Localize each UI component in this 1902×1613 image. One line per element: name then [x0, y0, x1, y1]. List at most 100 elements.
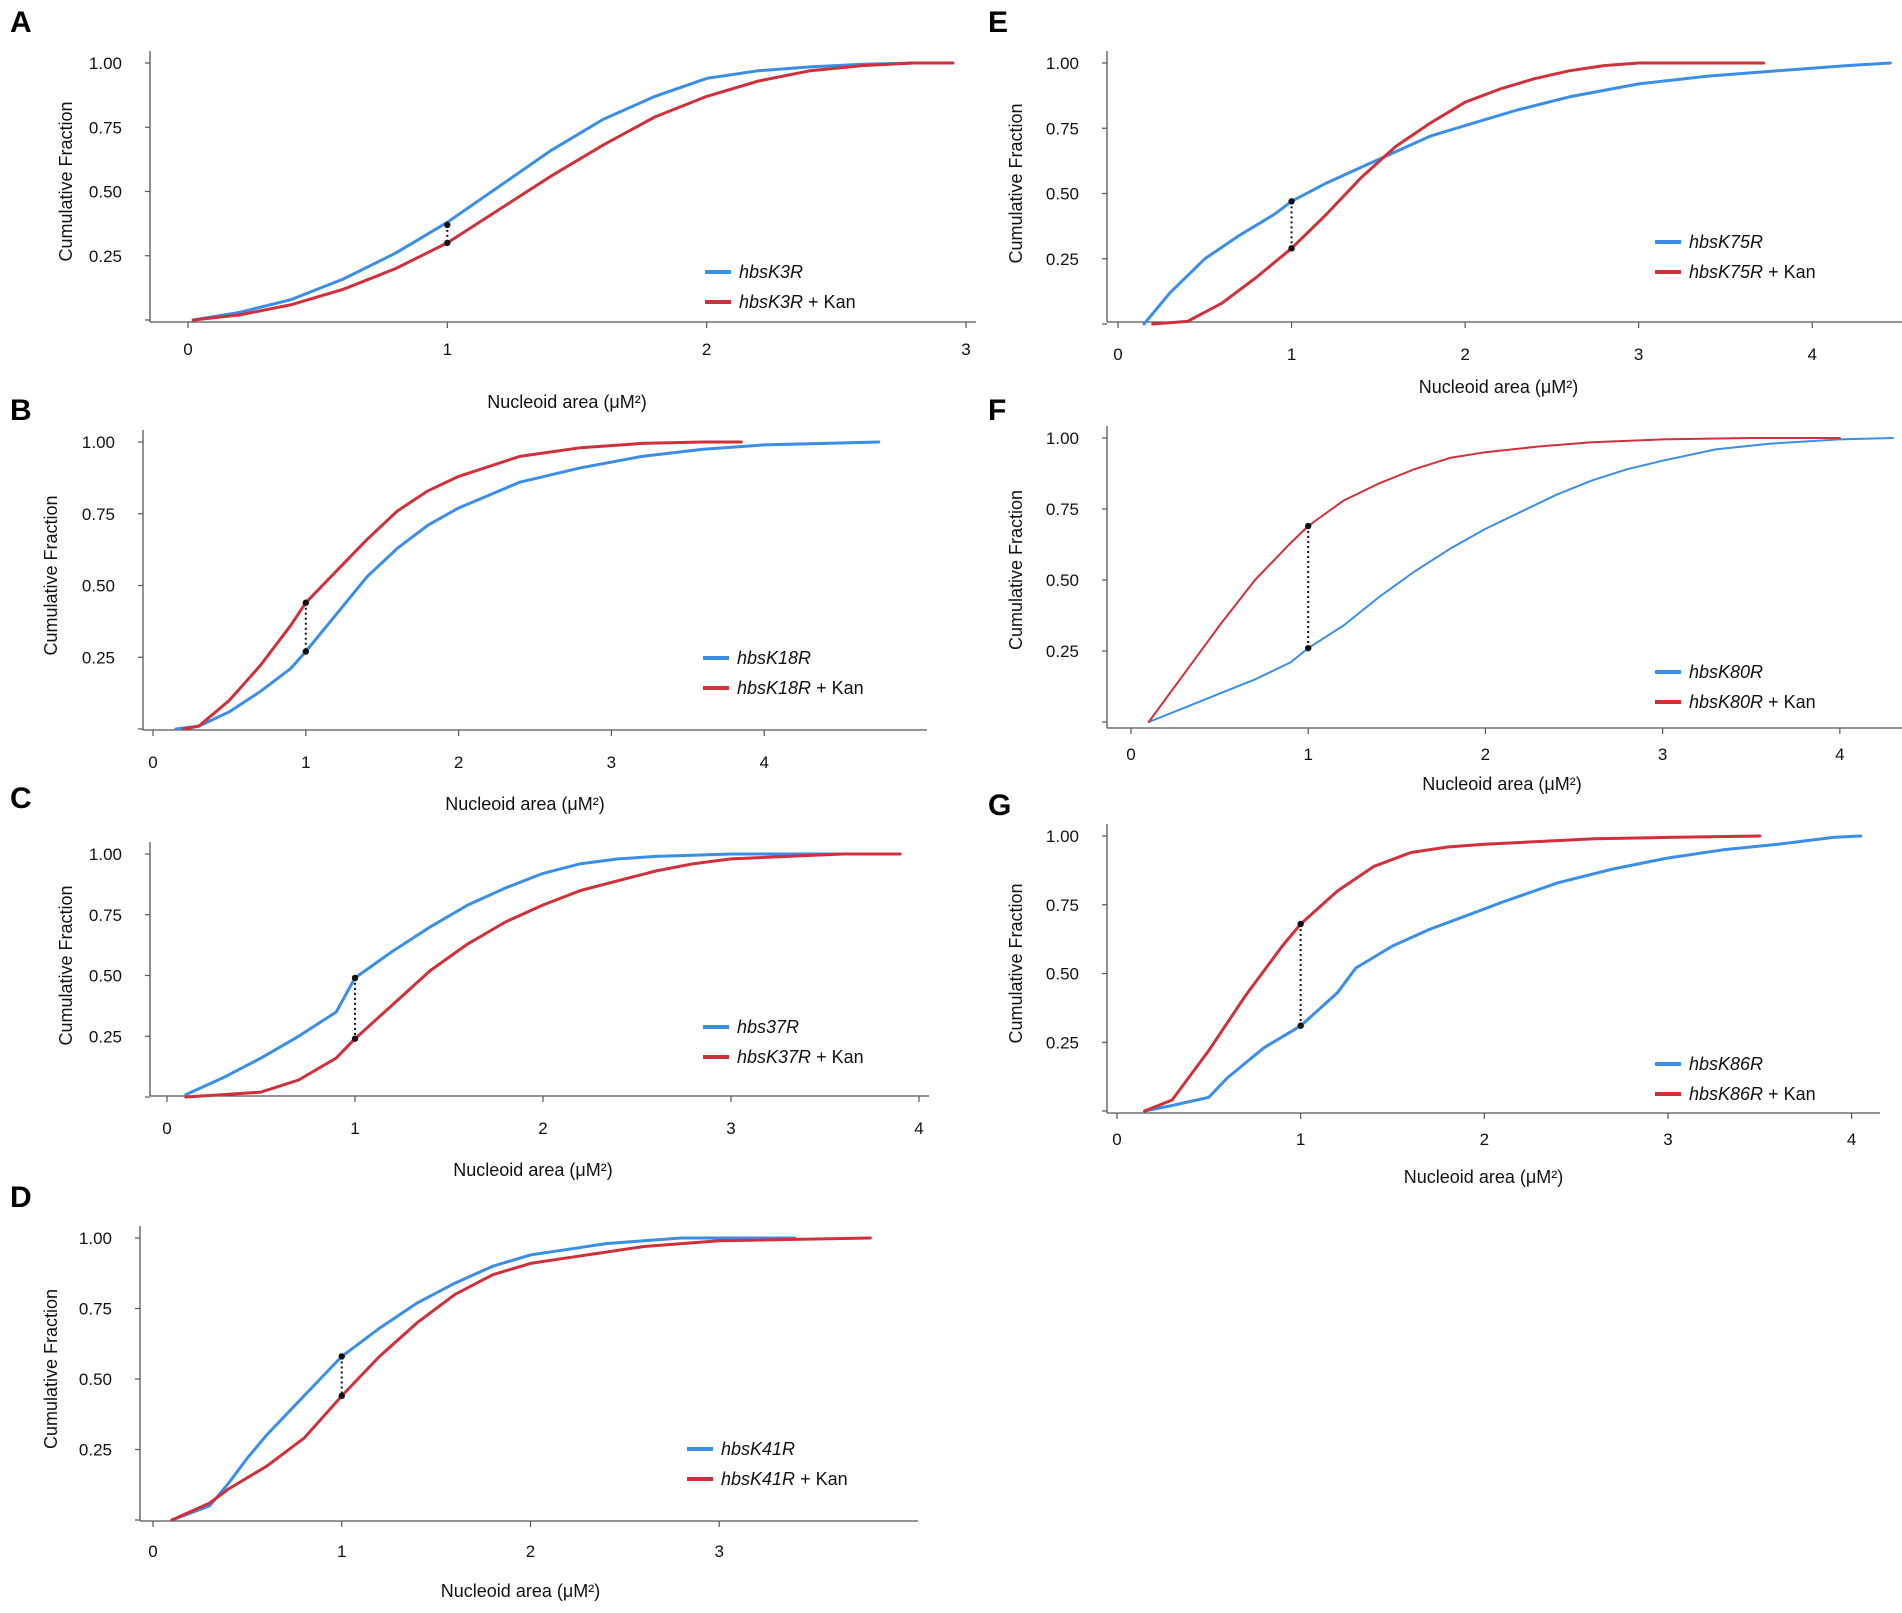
- y-axis-title: Cumulative Fraction: [56, 885, 76, 1045]
- difference-marker-bottom-dot: [1288, 245, 1295, 252]
- x-axis-title: Nucleoid area (μM²): [1422, 774, 1581, 794]
- legend-entry-untreated: hbsK41R: [721, 1439, 795, 1459]
- legend-entry-kan: hbsK37R + Kan: [737, 1047, 864, 1067]
- x-axis-title: Nucleoid area (μM²): [453, 1160, 612, 1180]
- legend-treatment-suffix: + Kan: [803, 292, 856, 312]
- legend-entry-kan: hbsK3R + Kan: [739, 292, 856, 312]
- y-tick-label: 0.75: [89, 906, 122, 925]
- x-tick-label: 1: [301, 753, 310, 772]
- legend-treatment-suffix: + Kan: [795, 1469, 848, 1489]
- difference-marker-top-dot: [351, 974, 359, 982]
- x-tick-label: 2: [1481, 745, 1490, 764]
- series-line-untreated: [1143, 834, 1863, 1113]
- x-tick-label: 0: [183, 340, 192, 359]
- legend-entry-kan: hbsK86R + Kan: [1689, 1084, 1816, 1104]
- legend-strain-name: hbsK86R: [1689, 1084, 1763, 1104]
- y-tick-label: 0.25: [1046, 642, 1079, 661]
- series-line-kan: [184, 852, 902, 1099]
- x-tick-label: 3: [1658, 745, 1667, 764]
- panel-a: A 0.25 0.50 0.75 1.00 0 1 2 3 Nucleoid area (μM²)…: [10, 6, 976, 412]
- y-tick-label: 0.75: [82, 505, 115, 524]
- legend-strain-name: hbsK3R: [739, 292, 803, 312]
- legend-strain-name: hbsK75R: [1689, 232, 1763, 252]
- x-tick-label: 3: [715, 1542, 724, 1561]
- difference-marker-bottom-dot: [1297, 1022, 1304, 1029]
- y-tick-label: 0.75: [1046, 119, 1079, 138]
- panel-e: E 0.25 0.50 0.75 1.00 0 1 2 3 4 Nucleoid area (μM²…: [988, 6, 1902, 397]
- y-tick-label: 0.75: [1046, 500, 1079, 519]
- legend-strain-name: hbs37R: [737, 1017, 799, 1037]
- y-tick-label: 0.25: [1046, 1033, 1079, 1052]
- legend-strain-name: hbsK41R: [721, 1439, 795, 1459]
- y-tick-label: 0.50: [1046, 571, 1079, 590]
- x-tick-label: 4: [1847, 1130, 1856, 1149]
- x-tick-label: 1: [1287, 345, 1296, 364]
- legend-entry-untreated: hbsK75R: [1689, 232, 1763, 252]
- y-axis-title: Cumulative Fraction: [1006, 490, 1026, 650]
- legend-entry-untreated: hbsK18R: [737, 648, 811, 668]
- difference-marker-top-dot: [1288, 198, 1295, 205]
- y-tick-label: 0.50: [1046, 965, 1079, 984]
- legend-strain-name: hbsK75R: [1689, 262, 1763, 282]
- legend-treatment-suffix: + Kan: [1763, 1084, 1816, 1104]
- x-tick-label: 0: [162, 1119, 171, 1138]
- y-tick-label: 0.25: [82, 648, 115, 667]
- panel-label: B: [10, 394, 32, 427]
- legend-strain-name: hbsK86R: [1689, 1054, 1763, 1074]
- y-tick-label: 0.50: [89, 183, 122, 202]
- difference-marker-top-dot: [1297, 920, 1304, 928]
- series-line-untreated: [184, 852, 846, 1097]
- x-axis-title: Nucleoid area (μM²): [487, 392, 646, 412]
- x-tick-label: 2: [538, 1119, 547, 1138]
- y-tick-label: 1.00: [89, 845, 122, 864]
- difference-marker-top-dot: [302, 599, 309, 606]
- series-line-untreated: [170, 1236, 797, 1522]
- y-tick-label: 1.00: [82, 433, 115, 452]
- y-tick-label: 0.50: [89, 967, 122, 986]
- panel-label: D: [10, 1181, 32, 1214]
- x-tick-label: 2: [454, 753, 463, 772]
- difference-marker-bottom-dot: [302, 648, 309, 655]
- panel-c: C 0.25 0.50 0.75 1.00 0 1 2 3 4 Nucleoid area (μM²…: [10, 782, 929, 1180]
- x-tick-label: 4: [1835, 745, 1844, 764]
- x-tick-label: 0: [148, 1542, 157, 1561]
- x-tick-label: 0: [1113, 345, 1122, 364]
- y-tick-label: 0.25: [1046, 250, 1079, 269]
- y-tick-label: 1.00: [1046, 429, 1079, 448]
- x-tick-label: 1: [1303, 745, 1312, 764]
- x-tick-label: 1: [443, 340, 452, 359]
- difference-marker-top-dot: [338, 1353, 345, 1360]
- legend-entry-kan: hbsK75R + Kan: [1689, 262, 1816, 282]
- legend-entry-kan: hbsK18R + Kan: [737, 678, 864, 698]
- panel-label: G: [988, 789, 1011, 822]
- x-tick-label: 4: [759, 753, 768, 772]
- y-tick-label: 0.50: [82, 577, 115, 596]
- x-axis-title: Nucleoid area (μM²): [1404, 1167, 1563, 1187]
- x-tick-label: 1: [337, 1542, 346, 1561]
- x-axis-title: Nucleoid area (μM²): [441, 1581, 600, 1601]
- y-tick-label: 0.75: [79, 1300, 112, 1319]
- x-tick-label: 3: [1663, 1130, 1672, 1149]
- legend-entry-kan: hbsK41R + Kan: [721, 1469, 848, 1489]
- panel-label: C: [10, 782, 32, 815]
- series-line-kan: [182, 440, 743, 731]
- legend-entry-untreated: hbs37R: [737, 1017, 799, 1037]
- y-axis-title: Cumulative Fraction: [1006, 883, 1026, 1043]
- panel-b: B 0.25 0.50 0.75 1.00 0 1 2 3 4 Nucleoid area (μM²…: [10, 394, 927, 814]
- legend-strain-name: hbsK3R: [739, 262, 803, 282]
- panel-label: F: [988, 394, 1006, 427]
- y-tick-label: 1.00: [1046, 54, 1079, 73]
- legend-strain-name: hbsK80R: [1689, 692, 1763, 712]
- x-tick-label: 1: [350, 1119, 359, 1138]
- legend-treatment-suffix: + Kan: [1763, 692, 1816, 712]
- legend-entry-untreated: hbsK86R: [1689, 1054, 1763, 1074]
- y-tick-label: 0.25: [89, 1027, 122, 1046]
- difference-marker-bottom-dot: [351, 1035, 359, 1042]
- series-line-untreated: [191, 61, 942, 322]
- x-axis-title: Nucleoid area (μM²): [1419, 377, 1578, 397]
- legend-strain-name: hbsK80R: [1689, 662, 1763, 682]
- x-tick-label: 0: [1112, 1130, 1121, 1149]
- difference-marker-top-dot: [1305, 522, 1312, 530]
- legend-entry-untreated: hbsK3R: [739, 262, 803, 282]
